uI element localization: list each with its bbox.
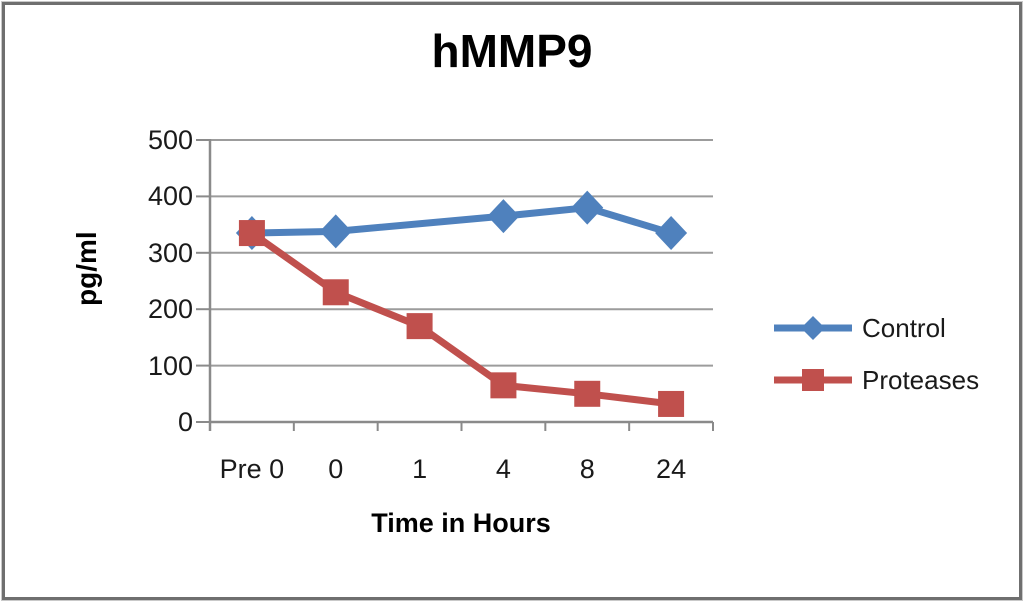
x-tick-label: 8 — [579, 454, 595, 484]
x-tick-label: 1 — [412, 454, 428, 484]
x-axis-title: Time in Hours — [371, 508, 551, 538]
y-tick-label: 200 — [147, 294, 193, 325]
x-tick-label: Pre 0 — [219, 454, 285, 484]
series-line-proteases — [249, 230, 672, 408]
x-tick-label: 0 — [328, 454, 344, 484]
data-point-proteases — [322, 279, 349, 306]
y-tick-label: 300 — [147, 237, 193, 268]
data-point-control — [655, 216, 688, 251]
data-point-proteases — [574, 380, 601, 407]
y-tick-label: 100 — [147, 350, 193, 381]
series-line-control — [251, 204, 673, 237]
legend-label-proteases: Proteases — [862, 364, 980, 395]
data-point-proteases — [490, 372, 517, 399]
x-tick-label: 4 — [495, 454, 511, 484]
data-point-control — [319, 214, 352, 249]
x-tick-label: 24 — [656, 454, 687, 484]
data-point-proteases — [406, 313, 433, 340]
legend-swatch-control-diamond-icon — [774, 316, 852, 340]
data-point-control — [571, 190, 604, 225]
chart-title: hMMP9 — [431, 25, 593, 77]
data-point-control — [487, 199, 520, 234]
y-tick-label: 500 — [147, 125, 193, 155]
data-point-proteases — [658, 390, 685, 417]
y-tick-label: 0 — [177, 407, 193, 437]
legend-label-control: Control — [862, 312, 946, 343]
legend-swatch-proteases-square-icon — [774, 369, 852, 391]
legend-item-control: Control — [771, 310, 946, 346]
legend-item-proteases: Proteases — [771, 362, 979, 398]
y-tick-label: 400 — [147, 181, 193, 212]
data-point-proteases — [238, 220, 265, 247]
